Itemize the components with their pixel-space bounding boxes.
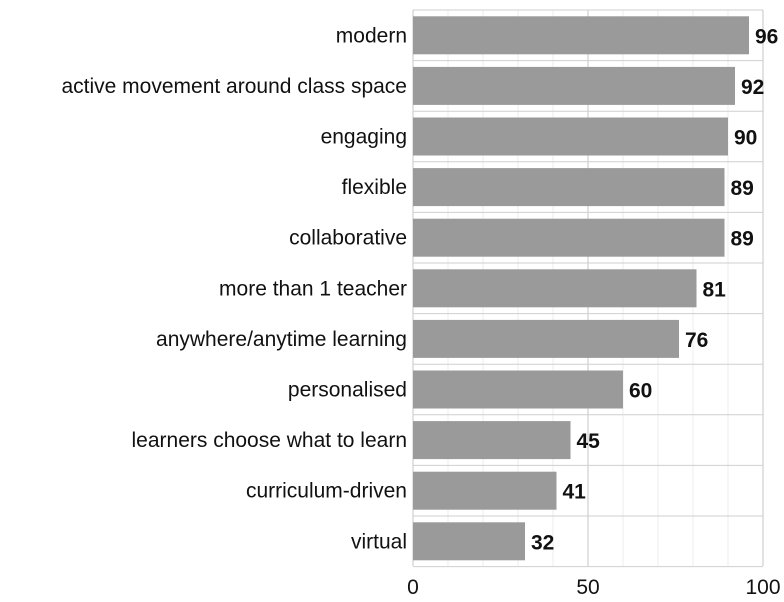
category-label: engaging [321, 126, 407, 149]
category-label: learners choose what to learn [132, 429, 408, 452]
bar [413, 117, 728, 156]
bar [413, 269, 697, 308]
category-label: anywhere/anytime learning [156, 328, 407, 351]
value-labels: 96 92 90 89 89 81 76 60 45 41 32 [531, 25, 778, 554]
value-label: 92 [741, 76, 764, 99]
x-axis-ticks: 0 50 100 [407, 576, 780, 599]
bar [413, 218, 725, 257]
category-label: collaborative [289, 227, 407, 250]
value-label: 81 [703, 278, 727, 301]
bar [413, 421, 571, 460]
bar [413, 66, 735, 105]
x-tick-label: 0 [407, 576, 419, 599]
bar [413, 522, 525, 561]
value-label: 90 [734, 127, 757, 150]
value-label: 89 [731, 228, 754, 251]
bar [413, 471, 557, 510]
bar [413, 319, 679, 358]
value-label: 76 [685, 329, 708, 352]
category-label: flexible [342, 176, 407, 199]
x-tick-label: 100 [745, 576, 780, 599]
value-label: 32 [531, 531, 554, 554]
category-label: curriculum-driven [246, 480, 407, 503]
bar [413, 16, 749, 55]
category-label: more than 1 teacher [219, 277, 407, 300]
bar [413, 370, 623, 409]
category-label: personalised [288, 379, 407, 402]
value-label: 41 [563, 481, 587, 504]
value-label: 60 [629, 380, 652, 403]
category-label: virtual [351, 530, 407, 553]
value-label: 96 [755, 25, 778, 48]
category-label: active movement around class space [61, 75, 407, 98]
x-tick-label: 50 [576, 576, 599, 599]
category-labels: modern active movement around class space… [61, 24, 407, 553]
bar [413, 168, 725, 207]
value-label: 89 [731, 177, 754, 200]
bars [413, 16, 749, 561]
value-label: 45 [577, 430, 601, 453]
category-label: modern [336, 24, 407, 47]
